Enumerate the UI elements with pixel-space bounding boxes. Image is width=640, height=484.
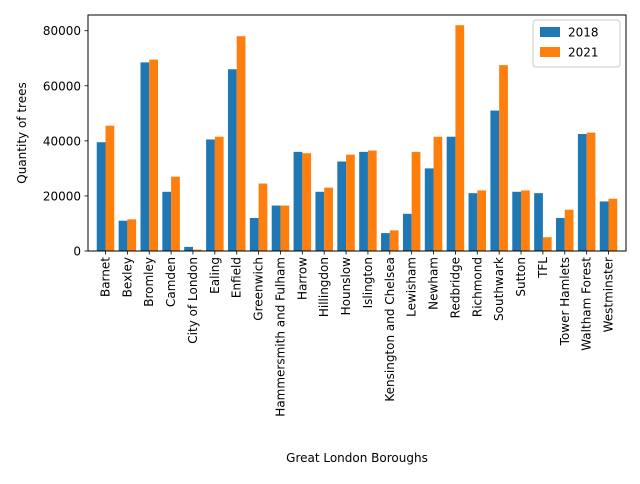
- x-tick-label: Lewisham: [405, 257, 419, 317]
- y-axis-label: Quantity of trees: [15, 82, 29, 183]
- bar-2021-10: [324, 187, 333, 251]
- x-tick-label: Barnet: [98, 257, 112, 297]
- x-tick-label: Greenwich: [252, 257, 266, 321]
- bar-2021-1: [127, 219, 137, 251]
- bar-2018-8: [271, 205, 281, 251]
- y-tick-label: 20000: [43, 189, 81, 203]
- x-tick-label: City of London: [186, 257, 200, 344]
- x-tick-label: Kensington and Chelsea: [383, 257, 397, 402]
- bar-2018-20: [534, 193, 543, 251]
- bar-2021-13: [389, 230, 399, 251]
- bar-2018-13: [381, 233, 390, 251]
- x-axis-label: Great London Boroughs: [286, 451, 428, 465]
- bar-2018-11: [337, 161, 347, 251]
- bar-2021-3: [171, 176, 180, 251]
- bar-2021-9: [302, 153, 312, 251]
- x-tick-label: Sutton: [514, 257, 528, 297]
- bar-2021-14: [411, 151, 421, 251]
- bar-2018-6: [227, 69, 237, 251]
- bar-2021-16: [455, 25, 465, 251]
- bar-2018-12: [359, 151, 368, 251]
- bar-2018-23: [599, 201, 609, 251]
- y-tick-label: 40000: [43, 134, 81, 148]
- x-tick-label: Hammersmith and Fulham: [273, 257, 287, 417]
- bar-2021-17: [477, 190, 487, 251]
- bar-2021-21: [564, 209, 574, 251]
- bar-2018-7: [249, 217, 259, 251]
- x-tick-label: Newham: [427, 257, 441, 310]
- bar-2021-5: [214, 136, 224, 251]
- x-axis: Barnet Bexley Bromley Camden City of London E…: [98, 251, 616, 417]
- bar-2021-18: [499, 65, 508, 252]
- bar-2021-2: [149, 59, 158, 251]
- bar-2018-0: [96, 142, 106, 251]
- x-tick-label: Ealing: [208, 257, 222, 294]
- x-tick-label: Enfield: [230, 257, 244, 298]
- bar-2018-10: [315, 191, 325, 251]
- bar-2021-20: [542, 237, 552, 251]
- plot-frame: [87, 14, 627, 252]
- bars-group: [96, 25, 618, 252]
- bar-2021-0: [105, 125, 115, 251]
- bar-2018-21: [556, 217, 565, 251]
- bar-2021-4: [192, 249, 202, 251]
- bar-2018-14: [402, 213, 412, 251]
- x-tick-label: Westminster: [602, 257, 616, 332]
- x-tick-label: Hounslow: [339, 257, 353, 316]
- bar-2018-2: [140, 62, 150, 252]
- legend-label-2018: 2018: [568, 26, 599, 40]
- bar-2021-15: [433, 136, 443, 251]
- bar-2021-12: [367, 150, 377, 251]
- legend-label-2021: 2021: [568, 46, 599, 60]
- y-tick-label: 80000: [43, 24, 81, 38]
- bar-2021-8: [280, 205, 290, 251]
- bar-2021-19: [521, 190, 530, 251]
- bar-2021-22: [586, 132, 596, 251]
- bar-2018-15: [424, 168, 434, 251]
- bar-2021-23: [608, 198, 618, 251]
- x-tick-label: Camden: [164, 257, 178, 307]
- bar-2018-22: [577, 133, 587, 251]
- bar-2021-6: [236, 36, 246, 252]
- bar-2018-18: [490, 110, 500, 251]
- y-tick-label: 60000: [43, 79, 81, 93]
- x-tick-label: Waltham Forest: [580, 257, 594, 351]
- bar-2018-1: [118, 220, 128, 251]
- x-tick-label: Hillingdon: [317, 257, 331, 317]
- bar-2018-19: [512, 191, 522, 251]
- bar-2018-17: [468, 193, 478, 251]
- bar-2018-16: [446, 136, 456, 251]
- y-tick-label: 0: [73, 245, 81, 259]
- legend: 2018 2021: [532, 19, 621, 68]
- y-axis: 0 20000 40000 60000 80000: [43, 24, 88, 259]
- x-tick-label: Southwark: [492, 257, 506, 321]
- bar-2018-3: [162, 191, 172, 251]
- x-tick-label: Redbridge: [448, 257, 462, 318]
- x-tick-label: Bromley: [142, 257, 156, 307]
- bar-2018-5: [206, 139, 215, 251]
- x-tick-label: Harrow: [295, 257, 309, 300]
- bar-2018-9: [293, 151, 303, 251]
- legend-swatch-2018: [540, 27, 560, 37]
- x-tick-label: TFL: [536, 257, 550, 279]
- bar-2018-4: [184, 246, 193, 251]
- x-tick-label: Bexley: [120, 257, 134, 297]
- legend-swatch-2021: [540, 47, 560, 57]
- x-tick-label: Tower Hamlets: [558, 257, 572, 346]
- x-tick-label: Richmond: [470, 257, 484, 317]
- x-tick-label: Islington: [361, 257, 375, 308]
- bar-2021-11: [346, 154, 355, 251]
- bar-2021-7: [258, 183, 268, 251]
